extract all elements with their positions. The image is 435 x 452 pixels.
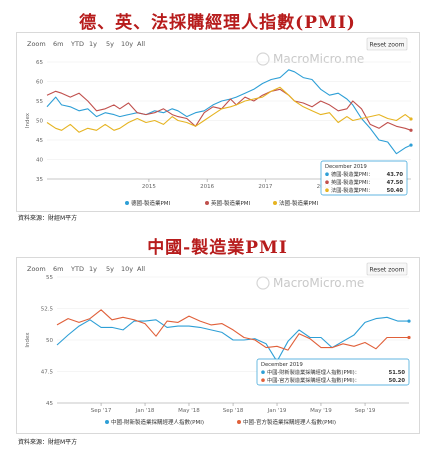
tooltip-label: 法國-製造業PMI： (331, 186, 373, 194)
watermark: MacroMicro.me (273, 276, 364, 290)
tooltip-box (320, 160, 408, 196)
y-tick-label: 50 (36, 119, 43, 125)
legend-item-1[interactable]: 德國-製造業PMI (131, 199, 171, 207)
zoom-label: Zoom (27, 40, 46, 48)
tooltip-box (256, 358, 410, 386)
chart2-title: 中國-製造業PMI (147, 238, 288, 258)
series-line-2 (46, 88, 412, 131)
x-tick-label: May '18 (178, 408, 200, 414)
y-tick-label: 55 (36, 99, 43, 105)
x-tick-label: Sep '17 (91, 408, 112, 414)
zoom-button-1y[interactable]: 1y (89, 40, 97, 48)
tooltip-marker (261, 378, 265, 382)
y-tick-label: 45 (46, 401, 53, 407)
series-end-point-3 (409, 117, 413, 121)
zoom-button-10y[interactable]: 10y (121, 40, 133, 48)
tooltip-marker (261, 370, 265, 374)
tooltip-value: 51.50 (389, 370, 406, 376)
watermark-logo-icon (256, 52, 270, 66)
tooltip-label: 中國-官方製造業採購經理人指數(PMI)： (267, 376, 360, 384)
zoom-button-all[interactable]: All (137, 265, 145, 273)
legend-item-2[interactable]: 中國-官方製造業採購經理人指數(PMI) (243, 418, 336, 426)
y-axis-label: Index (25, 112, 31, 128)
x-tick-label: Jan '19 (267, 408, 287, 414)
chart1-svg: Zoom 6m YTD 1y 5y 10y All Reset zoom MacroMicro.… (25, 37, 413, 207)
y-tick-label: 40 (36, 158, 43, 164)
zoom-button-5y[interactable]: 5y (106, 265, 114, 273)
y-tick-label: 65 (36, 60, 43, 66)
y-axis-label: Index (25, 332, 31, 348)
tooltip-label: 中國-財新製造業採購經理人指數(PMI)： (267, 368, 360, 376)
series-line-3 (46, 86, 412, 133)
zoom-button-ytd[interactable]: YTD (70, 40, 84, 48)
legend-item-3[interactable]: 法國-製造業PMI (279, 199, 319, 207)
tooltip-date: December 2019 (325, 164, 367, 170)
chart1-source: 資料來源：財經M平方 (18, 215, 78, 222)
zoom-button-10y[interactable]: 10y (121, 265, 133, 273)
zoom-label: Zoom (27, 265, 46, 273)
tooltip-value: 47.50 (387, 180, 404, 186)
chart1-title: 德、英、法採購經理人指數(PMI) (79, 13, 356, 33)
tooltip-value: 50.40 (387, 188, 404, 194)
series-end-point-2 (409, 128, 413, 132)
reset-zoom-button[interactable] (366, 37, 408, 51)
legend-marker-1 (125, 201, 129, 205)
tooltip-value: 43.70 (387, 172, 404, 178)
y-tick-label: 45 (36, 138, 43, 144)
tooltip-label: 德國-製造業PMI： (331, 170, 373, 178)
legend-marker-2 (205, 201, 209, 205)
zoom-button-1y[interactable]: 1y (89, 265, 97, 273)
x-tick-label: 2016 (200, 184, 214, 190)
y-tick-label: 60 (36, 80, 43, 86)
series-line-1 (56, 316, 409, 362)
chart2-panel: Zoom 6m YTD 1y 5y 10y All Reset zoom MacroMicro.… (16, 257, 420, 434)
y-tick-label: 47.5 (41, 370, 54, 376)
tooltip-marker (325, 180, 329, 184)
zoom-button-all[interactable]: All (137, 40, 145, 48)
y-tick-label: 55 (46, 275, 53, 281)
legend-item-2[interactable]: 英國-製造業PMI (211, 199, 251, 207)
zoom-button-5y[interactable]: 5y (106, 40, 114, 48)
x-tick-label: 2015 (142, 184, 156, 190)
legend-marker-2 (237, 420, 241, 424)
tooltip-value: 50.20 (389, 378, 406, 384)
tooltip-marker (325, 188, 329, 192)
zoom-button-6m[interactable]: 6m (53, 265, 63, 273)
tooltip-marker (325, 172, 329, 176)
x-tick-label: Sep '18 (223, 408, 244, 414)
zoom-button-6m[interactable]: 6m (53, 40, 63, 48)
reset-zoom-label: Reset zoom (369, 42, 404, 49)
x-tick-label: 2017 (258, 184, 272, 190)
legend-marker-1 (105, 420, 109, 424)
watermark: MacroMicro.me (273, 52, 364, 66)
legend-item-1[interactable]: 中國-財新製造業採購經理人指數(PMI) (111, 418, 204, 426)
series-line-2 (56, 309, 409, 351)
watermark-logo-icon (256, 276, 270, 290)
series-line-1 (46, 69, 412, 155)
chart2-source: 資料來源：財經M平方 (18, 439, 78, 446)
y-tick-label: 50 (46, 338, 53, 344)
tooltip-label: 英國-製造業PMI： (331, 178, 373, 186)
chart1-panel: Zoom 6m YTD 1y 5y 10y All Reset zoom MacroMicro.… (16, 32, 420, 212)
x-tick-label: May '19 (310, 408, 332, 414)
chart2-svg: Zoom 6m YTD 1y 5y 10y All Reset zoom MacroMicro.… (25, 262, 411, 426)
y-tick-label: 35 (36, 177, 43, 183)
x-tick-label: Sep '19 (355, 408, 376, 414)
reset-zoom-label: Reset zoom (369, 267, 404, 274)
x-tick-label: Jan '18 (135, 408, 155, 414)
series-end-point-2 (407, 335, 411, 340)
reset-zoom-button[interactable] (366, 262, 408, 276)
series-end-point-1 (409, 143, 413, 147)
tooltip-date: December 2019 (261, 362, 303, 368)
zoom-button-ytd[interactable]: YTD (70, 265, 84, 273)
series-end-point-1 (407, 319, 411, 323)
y-tick-label: 52.5 (41, 307, 54, 313)
legend-marker-3 (273, 201, 277, 205)
